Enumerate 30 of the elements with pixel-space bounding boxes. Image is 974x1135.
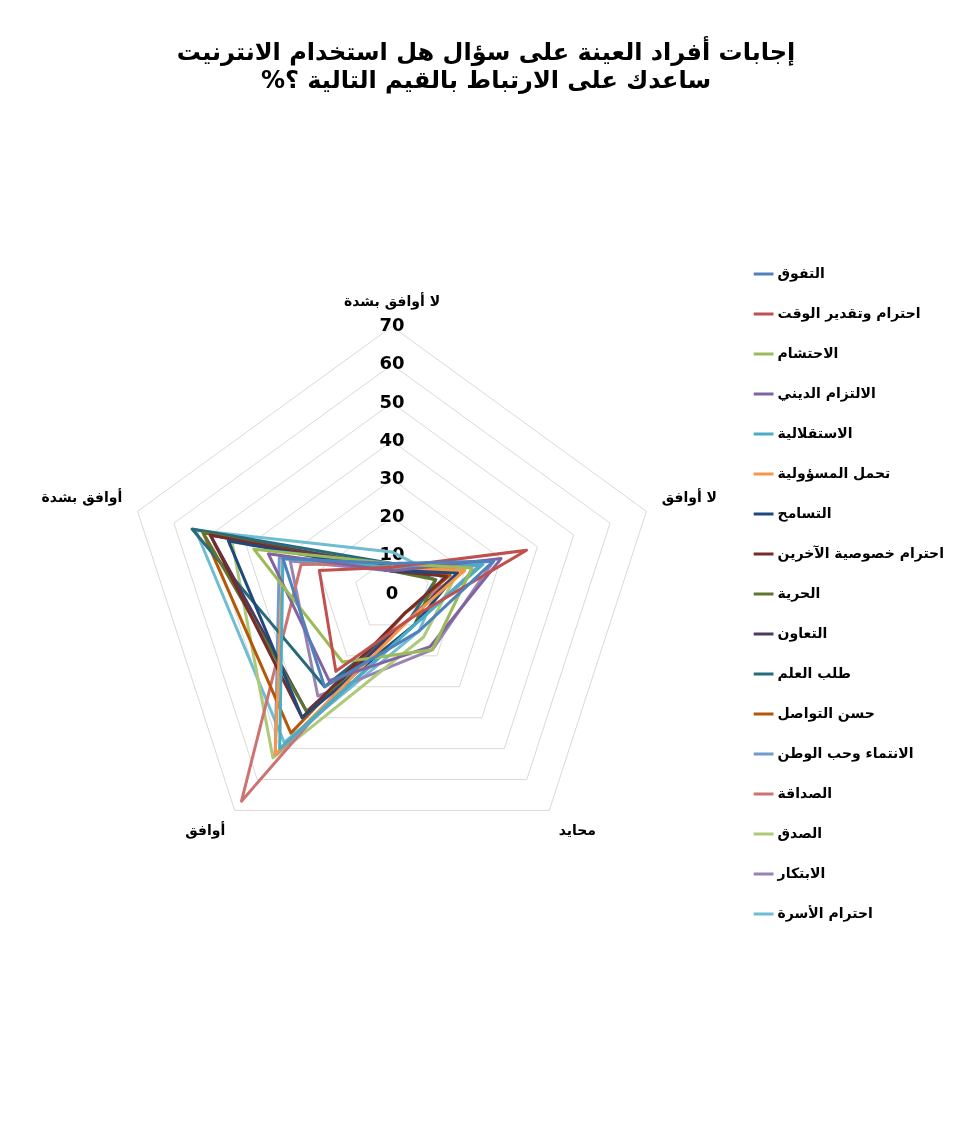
spoke-label: لا أوافق	[661, 487, 718, 506]
y-tick-label: 0	[385, 581, 399, 603]
legend-label: طلب العلم	[777, 664, 851, 681]
y-tick-label: 30	[379, 467, 405, 489]
legend-label: الصدق	[777, 824, 823, 841]
legend-label: التفوق	[777, 264, 825, 282]
legend-label: احترام وتقدير الوقت	[777, 304, 921, 322]
legend-label: الاحتشام	[777, 344, 839, 361]
legend-label: الحرية	[777, 584, 821, 602]
legend-label: التسامح	[777, 504, 832, 522]
legend-label: تحمل المسؤولية	[777, 464, 891, 482]
spoke-label: محايد	[558, 822, 597, 839]
legend-label: الصداقة	[777, 784, 833, 801]
y-tick-label: 40	[379, 428, 405, 450]
chart-title: إجابات أفراد العينة على سؤال هل استخدام الانترنيت ساعدك على الارتباط بالقيم التالية ؟%	[175, 35, 797, 96]
y-tick-label: 60	[379, 352, 405, 374]
y-tick-label: 20	[379, 505, 405, 527]
y-tick-label: 50	[379, 390, 405, 412]
legend-label: حسن التواصل	[777, 704, 875, 722]
legend-label: الانتماء وحب الوطن	[777, 744, 914, 762]
legend-label: احترام الأسرة	[777, 904, 873, 922]
spoke-label: لا أوافق بشدة	[343, 291, 441, 310]
y-tick-label: 70	[379, 314, 405, 336]
legend-label: الالتزام الديني	[777, 384, 876, 402]
legend-label: التعاون	[777, 624, 828, 642]
spoke-label: أوافق بشدة	[41, 487, 123, 506]
legend-label: احترام خصوصية الآخرين	[777, 544, 945, 562]
legend-label: الابتكار	[776, 864, 826, 881]
spoke-label: أوافق	[185, 821, 226, 840]
legend-label: الاستقلالية	[777, 424, 853, 441]
